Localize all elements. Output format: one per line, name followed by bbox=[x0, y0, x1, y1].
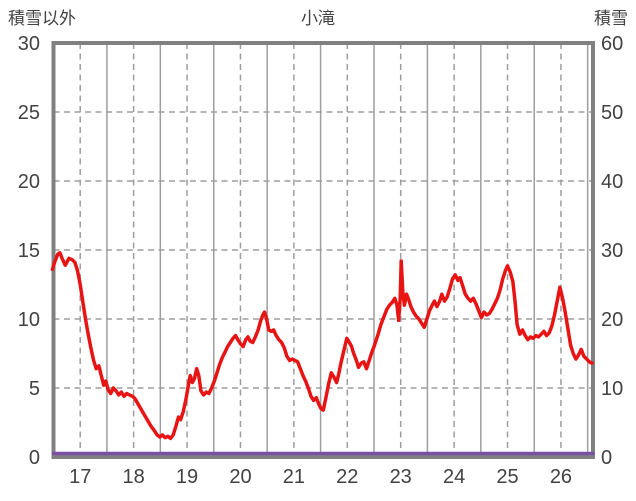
left-y-tick-label: 20 bbox=[18, 171, 40, 193]
left-y-tick-label: 15 bbox=[18, 240, 40, 262]
right-y-tick-label: 50 bbox=[601, 102, 623, 124]
right-y-tick-label: 60 bbox=[601, 33, 623, 55]
right-y-tick-label: 40 bbox=[601, 171, 623, 193]
x-tick-label: 22 bbox=[336, 466, 358, 488]
right-y-tick-label: 30 bbox=[601, 240, 623, 262]
left-y-tick-label: 5 bbox=[29, 378, 40, 400]
right-y-tick-label: 10 bbox=[601, 378, 623, 400]
x-tick-label: 26 bbox=[550, 466, 572, 488]
x-tick-label: 17 bbox=[69, 466, 91, 488]
left-axis-title: 積雪以外 bbox=[8, 9, 76, 28]
x-tick-label: 21 bbox=[283, 466, 305, 488]
grid-layer bbox=[53, 43, 593, 457]
left-y-tick-label: 0 bbox=[29, 447, 40, 469]
chart-title: 小滝 bbox=[301, 9, 335, 28]
x-tick-label: 25 bbox=[496, 466, 518, 488]
left-y-tick-label: 10 bbox=[18, 309, 40, 331]
x-tick-label: 24 bbox=[443, 466, 465, 488]
series-layer bbox=[50, 251, 595, 456]
x-tick-label: 18 bbox=[122, 466, 144, 488]
axis-tick-labels: 0 5 10 15 20 25 30 0 10 20 30 40 50 60 17 18 19 20 21 22 23 2… bbox=[18, 33, 624, 488]
x-tick-label: 20 bbox=[229, 466, 251, 488]
plot-frame bbox=[51, 41, 595, 459]
left-y-tick-label: 30 bbox=[18, 33, 40, 55]
left-y-tick-label: 25 bbox=[18, 102, 40, 124]
series-line-red bbox=[50, 251, 594, 441]
x-tick-label: 19 bbox=[176, 466, 198, 488]
right-y-tick-label: 0 bbox=[601, 447, 612, 469]
right-y-tick-label: 20 bbox=[601, 309, 623, 331]
x-tick-label: 23 bbox=[390, 466, 412, 488]
right-axis-title: 積雪 bbox=[594, 9, 628, 28]
plot-border bbox=[51, 41, 595, 459]
